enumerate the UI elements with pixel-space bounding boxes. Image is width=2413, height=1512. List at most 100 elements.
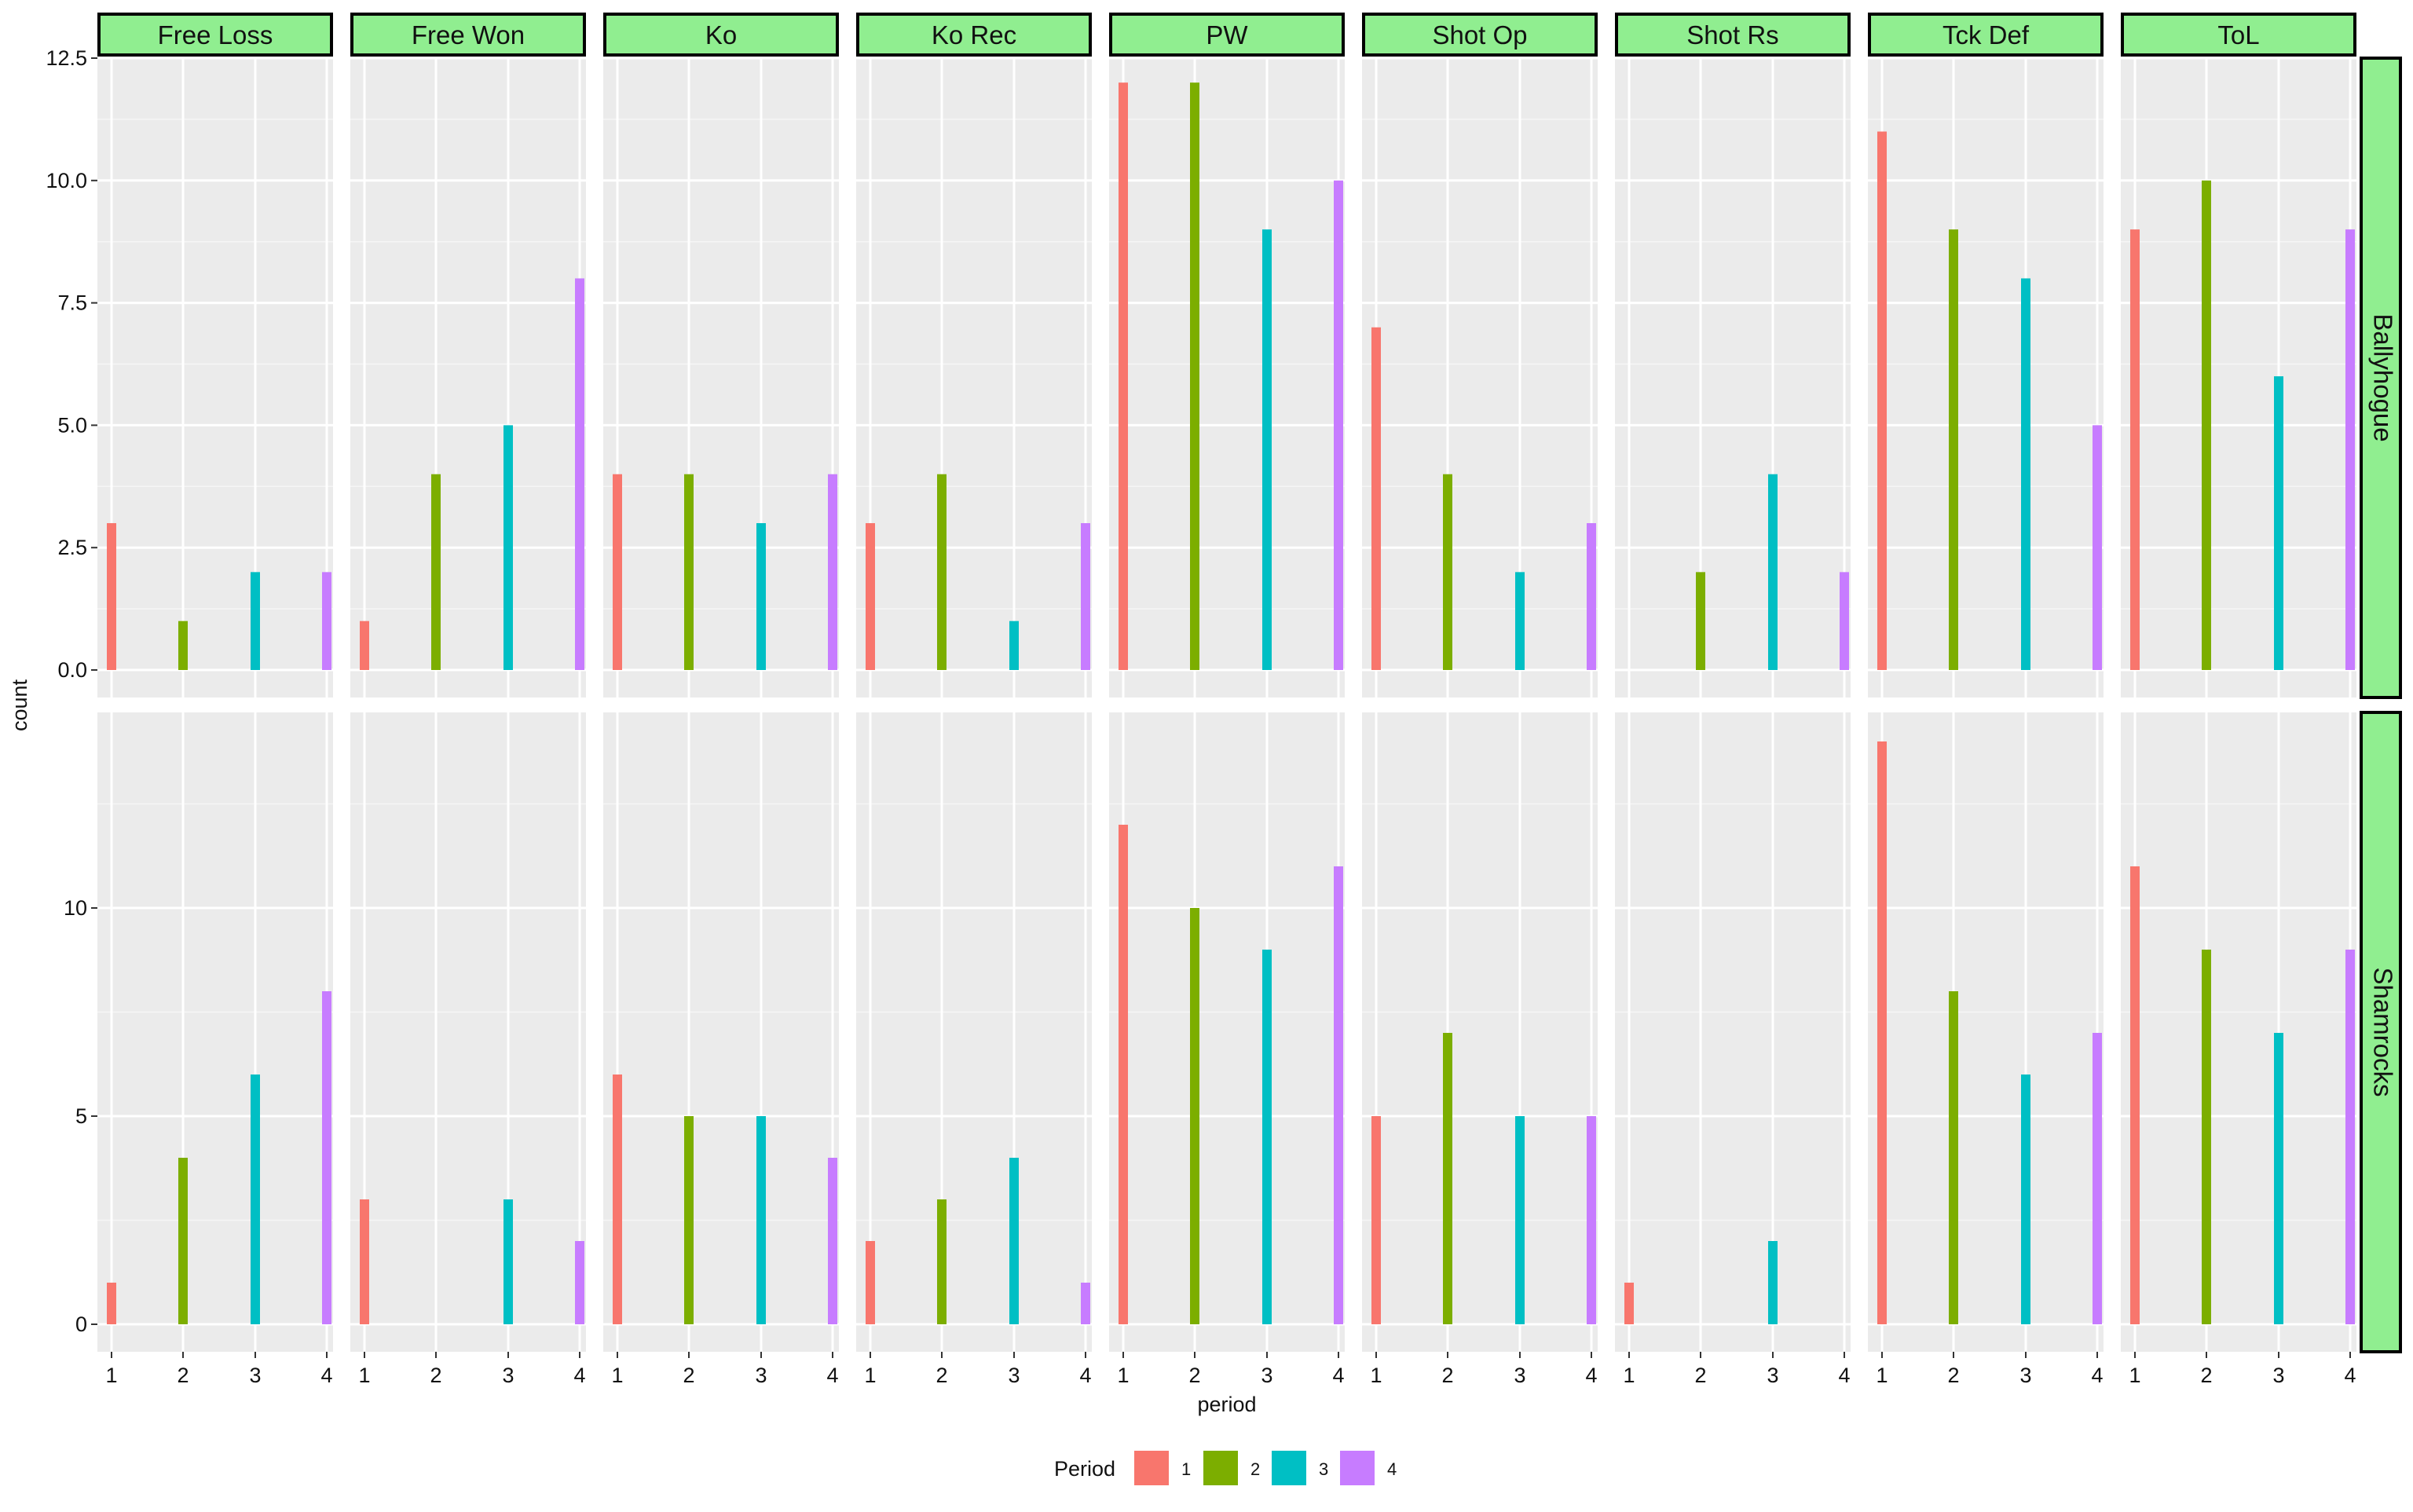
column-strip-label: Ko Rec [932,20,1016,49]
bar-shot-op-ballyhogue-period-1 [1371,327,1381,670]
bar-tol-ballyhogue-period-4 [2345,229,2355,670]
bar-ko-shamrocks-period-3 [756,1116,766,1324]
x-tick-label: 3 [755,1364,767,1387]
bar-tol-shamrocks-period-3 [2274,1033,2283,1324]
panel-background [1615,712,1851,1352]
bar-pw-ballyhogue-period-1 [1119,82,1128,670]
column-strip-label: PW [1206,20,1248,49]
bar-ko-shamrocks-period-2 [684,1116,694,1324]
x-axis-title: period [1197,1393,1256,1416]
column-strip-label: ToL [2217,20,2259,49]
column-strip-shot-op [1362,13,1598,57]
panel-background [97,712,333,1352]
y-tick-label: 0.0 [57,658,87,682]
panel-background [1109,712,1345,1352]
bar-free-won-ballyhogue-period-3 [503,425,513,670]
bar-pw-ballyhogue-period-3 [1262,229,1272,670]
x-tick-label: 4 [320,1364,332,1387]
column-strip-ko-rec [856,13,1092,57]
bar-free-loss-ballyhogue-period-2 [178,621,188,670]
legend-key-4 [1340,1451,1375,1485]
x-tick-label: 2 [1694,1364,1706,1387]
row-strip-shamrocks [2360,711,2402,1353]
y-tick-label: 0 [75,1312,87,1336]
x-tick-label: 3 [1008,1364,1020,1387]
panel-background [856,712,1092,1352]
x-tick-label: 1 [2129,1364,2140,1387]
column-strip-label: Free Won [412,20,525,49]
bar-free-won-ballyhogue-period-2 [431,474,441,670]
panel-background [97,58,333,697]
panel-background [603,58,839,697]
column-strip-shot-rs [1615,13,1851,57]
bar-tck-def-shamrocks-period-1 [1877,741,1887,1324]
bar-tol-shamrocks-period-4 [2345,950,2355,1324]
bar-free-won-shamrocks-period-1 [360,1199,369,1324]
x-tick-label: 1 [105,1364,117,1387]
row-strip-ballyhogue [2360,57,2402,699]
bar-pw-shamrocks-period-4 [1334,866,1343,1324]
x-tick-label: 1 [1623,1364,1635,1387]
x-tick-label: 3 [1767,1364,1778,1387]
x-tick-label: 4 [1079,1364,1091,1387]
y-tick-label: 10.0 [46,169,87,192]
bar-tol-ballyhogue-period-2 [2202,180,2211,671]
panel-background [2121,58,2356,697]
bar-tck-def-ballyhogue-period-1 [1877,131,1887,671]
legend-label: 3 [1319,1459,1328,1479]
column-strip-label: Free Loss [158,20,273,49]
x-tick-label: 4 [573,1364,585,1387]
bar-free-loss-ballyhogue-period-1 [107,523,116,670]
bar-free-loss-shamrocks-period-1 [107,1283,116,1324]
y-tick-label: 12.5 [46,46,87,70]
x-tick-label: 2 [683,1364,694,1387]
x-tick-label: 1 [1370,1364,1382,1387]
x-tick-label: 2 [936,1364,947,1387]
legend-label: 1 [1181,1459,1191,1479]
x-tick-label: 2 [177,1364,189,1387]
row-strip-label: Shamrocks [2368,967,2397,1096]
bar-shot-op-shamrocks-period-4 [1587,1116,1596,1324]
legend-key-3 [1272,1451,1306,1485]
bar-ko-rec-shamrocks-period-4 [1081,1283,1090,1324]
bar-ko-ballyhogue-period-3 [756,523,766,670]
bar-tck-def-shamrocks-period-2 [1949,991,1958,1324]
column-strip-tol [2121,13,2356,57]
x-tick-label: 4 [826,1364,838,1387]
bar-ko-ballyhogue-period-1 [613,474,622,670]
x-tick-label: 1 [1117,1364,1129,1387]
bar-ko-rec-ballyhogue-period-3 [1009,621,1019,670]
column-strip-free-won [350,13,586,57]
bar-shot-rs-ballyhogue-period-4 [1840,572,1849,670]
column-strip-ko [603,13,839,57]
column-strip-free-loss [97,13,333,57]
panel-background [350,712,586,1352]
x-tick-label: 4 [1332,1364,1344,1387]
panel-background [1615,58,1851,697]
legend-key-2 [1203,1451,1238,1485]
bar-pw-shamrocks-period-3 [1262,950,1272,1324]
bar-tck-def-shamrocks-period-4 [2093,1033,2102,1324]
bar-free-won-ballyhogue-period-4 [575,278,584,670]
x-tick-label: 2 [1947,1364,1959,1387]
bar-tol-ballyhogue-period-3 [2274,376,2283,670]
legend-label: 4 [1387,1459,1397,1479]
legend-key-1 [1134,1451,1169,1485]
legend-title: Period [1054,1457,1115,1481]
bar-ko-shamrocks-period-4 [828,1158,837,1324]
bar-free-loss-ballyhogue-period-3 [251,572,260,670]
bar-pw-ballyhogue-period-2 [1190,82,1199,670]
bar-ko-ballyhogue-period-2 [684,474,694,670]
y-tick-label: 10 [64,896,87,920]
x-tick-label: 3 [1514,1364,1525,1387]
bar-tck-def-shamrocks-period-3 [2021,1075,2030,1324]
row-strip-label: Ballyhogue [2368,313,2397,441]
bar-ko-rec-ballyhogue-period-4 [1081,523,1090,670]
x-tick-label: 4 [2091,1364,2103,1387]
bar-shot-op-ballyhogue-period-3 [1515,572,1525,670]
panel-background [856,58,1092,697]
x-tick-label: 3 [2272,1364,2284,1387]
x-tick-label: 2 [1188,1364,1200,1387]
